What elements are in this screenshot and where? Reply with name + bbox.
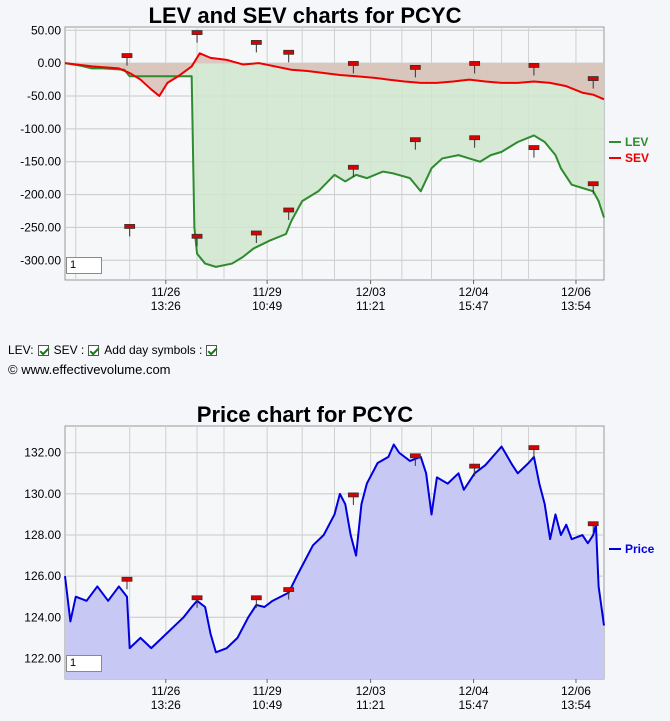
day-marker — [469, 135, 481, 148]
x-tick-time: 10:49 — [252, 299, 282, 313]
x-tick-time: 15:47 — [459, 299, 489, 313]
day-marker — [347, 492, 359, 505]
day-symbols-checkbox[interactable] — [206, 344, 218, 356]
lev-chart-title: LEV and SEV charts for PCYC — [149, 3, 462, 28]
price-chart-title: Price chart for PCYC — [197, 402, 414, 427]
day-marker — [121, 53, 133, 66]
price-day-markers — [121, 445, 599, 608]
x-tick-date: 12/04 — [459, 285, 489, 299]
y-tick-label: -100.00 — [20, 122, 61, 136]
sev-checkbox[interactable] — [88, 344, 100, 356]
lev-series-line — [64, 62, 605, 268]
day-marker — [347, 61, 359, 74]
x-tick-date: 11/29 — [253, 684, 282, 698]
price-line — [64, 443, 605, 654]
day-marker — [250, 230, 262, 243]
day-marker — [587, 76, 599, 89]
day-marker — [587, 521, 599, 534]
day-marker — [283, 207, 295, 220]
x-tick-time: 11:21 — [356, 299, 385, 313]
price-fill — [65, 444, 604, 679]
y-tick-label: -150.00 — [20, 155, 61, 169]
price-series-line — [64, 443, 605, 654]
day-marker — [347, 164, 359, 178]
day-marker — [469, 61, 481, 74]
x-tick-time: 11:21 — [356, 698, 385, 712]
lev-area — [65, 63, 604, 267]
x-tick-time: 15:47 — [459, 698, 489, 712]
y-tick-label: 128.00 — [24, 528, 61, 542]
y-tick-label: 0.00 — [38, 56, 62, 70]
lev-legend: LEV SEV — [609, 135, 649, 165]
lev-day-markers — [121, 30, 599, 247]
price-y-axis: 132.00 130.00 128.00 126.00 124.00 122.00 — [24, 446, 61, 666]
day-marker — [409, 453, 421, 466]
lev-y-axis: 50.00 0.00 -50.00 -100.00 -150.00 -200.00 -250… — [20, 23, 61, 267]
sev-toggle-label: SEV : — [53, 343, 85, 357]
y-tick-label: 124.00 — [24, 610, 61, 624]
y-tick-label: 50.00 — [31, 23, 61, 37]
day-marker — [250, 40, 262, 53]
day-marker — [469, 463, 481, 477]
x-tick-time: 13:54 — [561, 698, 591, 712]
y-tick-label: -50.00 — [27, 89, 61, 103]
x-tick-date: 12/06 — [561, 684, 591, 698]
day-marker — [587, 181, 599, 194]
price-legend: Price — [609, 542, 655, 556]
day-marker — [528, 63, 540, 76]
price-chart: Price chart for PCYC 132.00130.00128.001… — [24, 402, 655, 712]
lev-legend-label: LEV — [625, 135, 648, 149]
day-marker — [283, 49, 295, 63]
y-tick-label: 122.00 — [24, 651, 61, 665]
day-marker — [191, 595, 203, 608]
day-marker — [191, 30, 203, 43]
day-marker — [191, 233, 203, 247]
x-tick-time: 13:26 — [151, 698, 181, 712]
y-tick-label: -300.00 — [20, 253, 61, 267]
price-area — [65, 444, 604, 679]
day-marker — [528, 445, 540, 458]
sev-series-line — [64, 52, 605, 101]
day-marker — [250, 595, 262, 608]
x-tick-date: 11/29 — [253, 285, 282, 299]
day-symbols-label: Add day symbols : — [104, 343, 203, 357]
y-tick-label: 132.00 — [24, 446, 61, 460]
x-tick-date: 12/03 — [356, 684, 386, 698]
y-tick-label: -200.00 — [20, 188, 61, 202]
x-tick-date: 12/04 — [459, 684, 489, 698]
chart-controls: LEV: SEV : Add day symbols : — [8, 343, 220, 357]
day-marker — [283, 587, 295, 600]
y-tick-label: 130.00 — [24, 487, 61, 501]
x-tick-date: 12/06 — [561, 285, 591, 299]
sev-legend-label: SEV — [625, 151, 649, 165]
x-tick-date: 11/26 — [151, 684, 180, 698]
price-zoom-input[interactable]: 1 — [66, 655, 102, 672]
lev-zoom-input[interactable]: 1 — [66, 257, 102, 274]
day-marker — [121, 576, 133, 590]
lev-lines — [64, 52, 605, 268]
lev-sev-chart: LEV and SEV charts for PCYC 50.00 0.00 -50… — [20, 3, 649, 313]
copyright-text: © www.effectivevolume.com — [8, 362, 171, 377]
day-marker — [409, 65, 421, 78]
x-tick-date: 11/26 — [151, 285, 180, 299]
day-marker — [528, 145, 540, 158]
y-tick-label: 126.00 — [24, 569, 61, 583]
x-tick-date: 12/03 — [356, 285, 386, 299]
price-legend-label: Price — [625, 542, 655, 556]
lev-toggle-label: LEV: — [8, 343, 34, 357]
lev-checkbox[interactable] — [37, 344, 49, 356]
x-tick-time: 13:54 — [561, 299, 591, 313]
x-tick-time: 13:26 — [151, 299, 181, 313]
y-tick-label: -250.00 — [20, 220, 61, 234]
day-marker — [409, 137, 421, 150]
day-marker — [124, 224, 136, 237]
x-tick-time: 10:49 — [252, 698, 282, 712]
